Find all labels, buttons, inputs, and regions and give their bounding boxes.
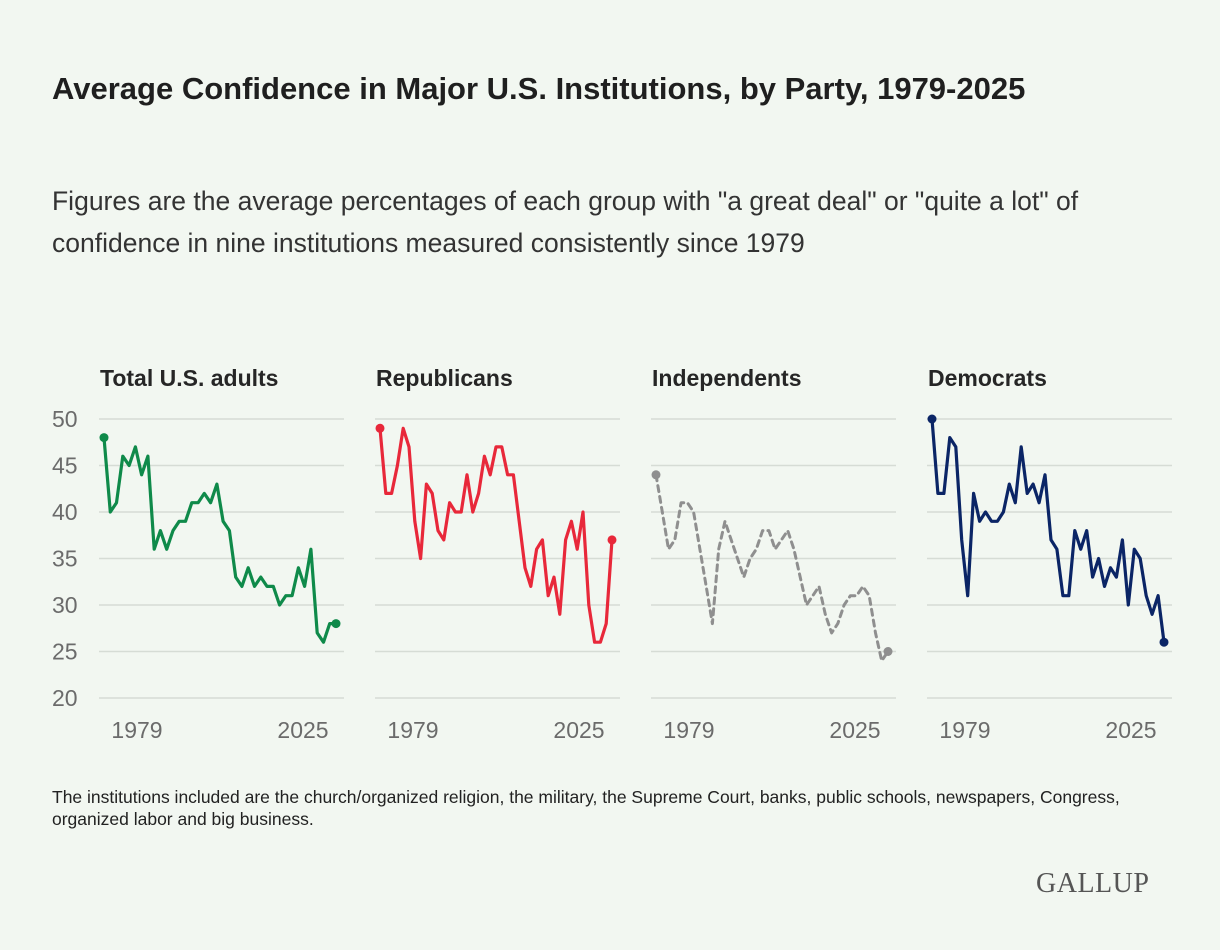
series-end-point	[883, 647, 893, 656]
x-tick-label: 2025	[829, 717, 880, 743]
x-tick-label: 2025	[553, 717, 604, 743]
series-start-point	[375, 423, 385, 433]
y-tick-label: 25	[52, 639, 78, 665]
x-tick-label: 2025	[1105, 717, 1156, 743]
series-end-point	[1159, 637, 1169, 647]
panel-title: Total U.S. adults	[100, 365, 278, 391]
gallup-logo: GALLUP	[1036, 868, 1150, 899]
series-line-0	[102, 437, 336, 644]
series-line-2	[654, 473, 890, 663]
series-start-point	[651, 470, 661, 480]
x-tick-label: 2025	[277, 717, 328, 743]
series-start-point	[927, 414, 937, 424]
chart-subtitle: Figures are the average percentages of e…	[52, 186, 1079, 258]
series-line-3	[930, 418, 1166, 643]
x-tick-label: 1979	[663, 717, 714, 743]
y-tick-label: 45	[52, 453, 78, 479]
x-tick-label: 1979	[387, 717, 438, 743]
chart-title: Average Confidence in Major U.S. Institu…	[52, 71, 1026, 106]
y-tick-label: 20	[52, 685, 78, 711]
panel-title: Independents	[652, 365, 802, 391]
series-end-point	[331, 619, 341, 629]
panel-title: Republicans	[376, 365, 513, 391]
x-tick-label: 1979	[111, 717, 162, 743]
footnote: The institutions included are the church…	[52, 787, 1120, 829]
series-end-point	[607, 535, 617, 545]
y-tick-label: 35	[52, 546, 78, 572]
y-tick-label: 50	[52, 406, 78, 432]
y-tick-label: 40	[52, 499, 78, 525]
series-line-1	[378, 426, 614, 644]
x-tick-label: 1979	[939, 717, 990, 743]
panel-title: Democrats	[928, 365, 1047, 391]
y-tick-label: 30	[52, 592, 78, 618]
series-start-point	[99, 433, 109, 443]
